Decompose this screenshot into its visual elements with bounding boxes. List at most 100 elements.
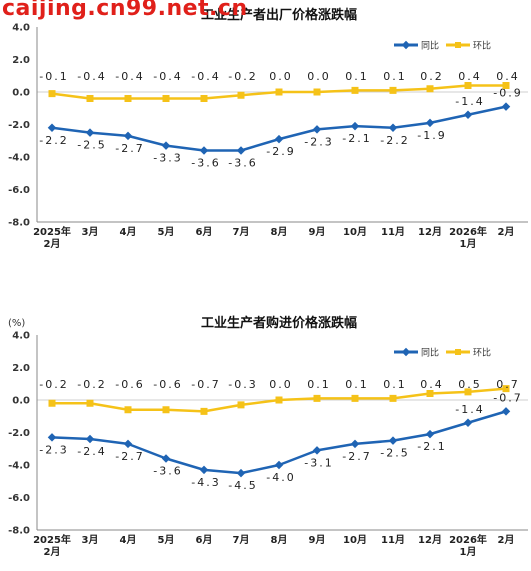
legend-marker [455,42,461,48]
y-tick-label: 0.0 [12,396,30,407]
point-mom [162,406,170,414]
x-tick-label: 12月 [418,226,442,238]
y-tick-label: -8.0 [8,218,30,229]
data-label-yoy: -2.7 [342,450,371,463]
point-mom [275,396,283,404]
data-label-mom: 0.4 [496,70,520,83]
point-mom [426,390,434,397]
point-mom [162,95,170,102]
legend-label: 同比 [421,40,439,52]
point-mom [313,88,321,96]
data-label-yoy: -4.0 [266,471,295,484]
data-label-yoy: -1.4 [455,403,484,416]
point-yoy [161,141,171,150]
data-label-mom: 0.1 [383,70,407,83]
point-yoy [350,121,360,131]
data-label-mom: -0.1 [39,70,68,83]
x-tick-label: 7月 [233,534,250,546]
x-tick-label: 3月 [82,534,99,546]
data-label-yoy: -2.7 [115,450,144,463]
data-label-mom: -0.6 [153,378,182,391]
data-label-mom: 0.5 [458,378,482,391]
point-yoy [85,434,95,444]
x-tick-label: 5月 [158,226,175,238]
point-yoy [501,102,511,111]
data-label-mom: -0.2 [39,378,68,391]
point-mom [389,86,397,94]
x-tick-label: 2月 [498,226,515,238]
x-tick-label: 2026年 [449,533,487,546]
point-yoy [463,418,473,427]
point-mom [351,86,359,94]
point-yoy [425,118,435,128]
point-mom [124,406,132,414]
point-yoy [312,446,322,455]
x-tick-label: 10月 [343,534,367,546]
x-tick-label: 4月 [120,534,137,546]
y-tick-label: -4.0 [8,461,30,472]
data-label-mom: -0.4 [153,70,182,83]
data-label-mom: 0.1 [383,378,407,391]
y-tick-label: -6.0 [8,493,30,504]
x-tick-label: 7月 [233,226,250,238]
data-label-yoy: -2.1 [417,440,446,453]
point-mom [86,95,94,102]
legend-label: 环比 [473,347,491,359]
data-label-yoy: -2.1 [342,132,371,145]
data-label-mom: 0.0 [269,70,293,83]
y-tick-label: -2.0 [8,428,30,439]
data-label-mom: 0.1 [345,70,369,83]
data-label-yoy: -2.3 [304,135,333,148]
x-tick-label: 10月 [343,226,367,238]
point-mom [275,88,283,96]
y-tick-label: 4.0 [12,331,30,342]
data-label-mom: -0.2 [77,378,106,391]
data-label-yoy: -2.5 [77,139,106,152]
point-mom [48,90,56,98]
x-tick-label: 1月 [460,546,477,558]
y-tick-label: -2.0 [8,120,30,131]
data-label-mom: -0.7 [191,378,220,391]
point-mom [351,394,359,402]
x-tick-label: 1月 [460,238,477,250]
data-label-yoy: -2.3 [39,443,68,456]
point-mom [502,385,510,393]
data-label-yoy: -0.7 [493,391,522,404]
point-mom [464,388,472,396]
data-label-mom: -0.2 [228,70,257,83]
data-label-yoy: -2.4 [77,445,106,458]
x-tick-label: 11月 [381,226,405,238]
point-mom [313,394,321,402]
point-yoy [47,123,57,132]
x-tick-label: 9月 [309,226,326,238]
x-tick-label: 4月 [120,226,137,238]
point-mom [464,82,472,89]
point-yoy [236,468,246,478]
x-tick-label: 2025年 [33,225,71,238]
point-yoy [425,429,435,439]
data-label-yoy: -2.2 [39,134,68,147]
y-tick-label: -8.0 [8,526,30,537]
unit-label: (%) [8,318,25,329]
point-yoy [199,465,209,475]
point-yoy [388,436,398,445]
data-label-mom: -0.3 [228,378,257,391]
data-label-mom: 0.4 [420,378,444,391]
data-label-yoy: -1.4 [455,95,484,108]
point-mom [237,91,245,99]
data-label-yoy: -2.9 [266,145,295,158]
y-tick-label: 2.0 [12,363,30,374]
data-label-mom: -0.4 [115,70,144,83]
chart-title: 工业生产者购进价格涨跌幅 [201,315,357,331]
x-tick-label: 2月 [44,546,61,558]
data-label-yoy: -4.5 [228,479,257,492]
x-tick-label: 3月 [82,226,99,238]
data-label-yoy: -3.6 [191,157,220,170]
data-label-yoy: -0.9 [493,87,522,100]
data-label-mom: -0.4 [191,70,220,83]
legend-marker [401,347,411,357]
data-label-mom: 0.0 [307,70,331,83]
point-yoy [123,131,133,141]
data-label-yoy: -3.6 [228,157,257,170]
